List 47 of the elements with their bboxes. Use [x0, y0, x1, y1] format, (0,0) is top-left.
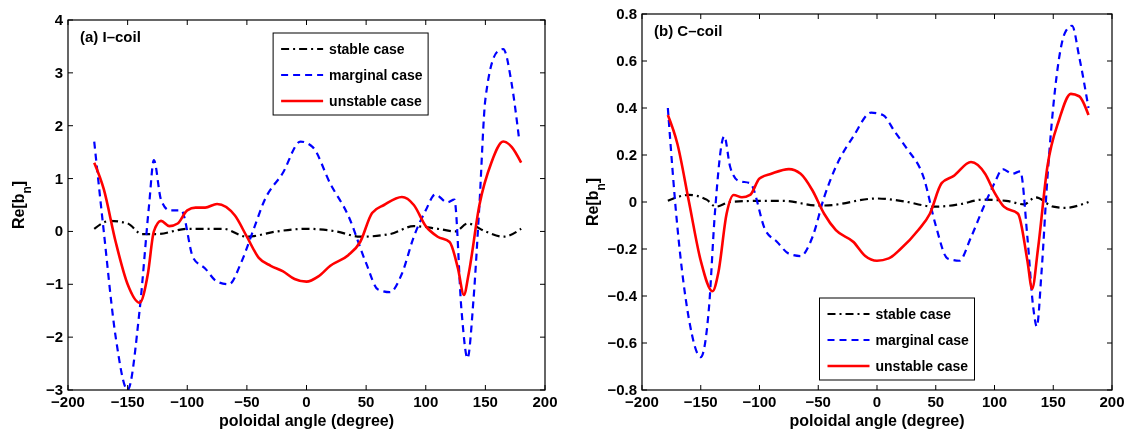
y-tick-label: −1 [45, 275, 63, 293]
line-series [666, 92, 1090, 293]
y-tick-label: 0 [628, 193, 637, 210]
x-tick-label: −100 [742, 393, 777, 410]
x-tick-label: 50 [357, 393, 375, 410]
x-tick-label: −50 [234, 393, 260, 410]
y-tick-label: −0.6 [607, 334, 637, 351]
x-tick-label: −50 [805, 393, 831, 410]
x-tick-label: 150 [472, 393, 498, 410]
text: (a) I–coil [80, 28, 141, 45]
y-tick-label: 0 [54, 222, 63, 240]
x-tick-label: 150 [1040, 393, 1066, 410]
x-tick-label: 200 [1099, 393, 1125, 410]
x-tick-label: −150 [683, 393, 718, 410]
line-series [666, 193, 1090, 209]
x-tick-label: 100 [413, 393, 439, 410]
x-tick-label: −150 [110, 393, 145, 410]
legend-label: marginal case [875, 332, 970, 348]
y-tick-label: 1 [54, 169, 63, 187]
y-tick-label: −2 [45, 328, 63, 346]
y-tick-label: 0.2 [616, 146, 637, 163]
y-tick-label: 0.8 [616, 5, 637, 22]
y-tick-label: −0.8 [607, 381, 637, 398]
y-tick-label: −0.4 [607, 287, 638, 304]
legend-label: marginal case [329, 67, 423, 83]
y-tick-label: 0.4 [616, 99, 638, 116]
text: (b) C–coil [654, 22, 723, 39]
x-tick-label: 200 [532, 393, 558, 410]
legend-label: unstable case [875, 358, 969, 374]
y-tick-label: 0.6 [616, 52, 637, 69]
line-series [93, 219, 523, 238]
y-tick-label: 3 [54, 63, 63, 81]
line-series [92, 140, 523, 305]
y-tick-label: −3 [45, 381, 63, 398]
x-tick-label: 100 [981, 393, 1008, 410]
x-tick-label: −100 [170, 393, 205, 410]
legend-label: unstable case [329, 93, 422, 109]
y-tick-label: −0.2 [607, 240, 637, 257]
y-tick-label: 4 [54, 11, 64, 28]
legend-label: stable case [875, 306, 952, 322]
x-axis-title: poloidal angle (degree) [218, 412, 395, 429]
legend-label: stable case [329, 41, 405, 57]
y-tick-label: 2 [54, 116, 63, 134]
x-tick-label: 0 [872, 393, 882, 410]
x-tick-label: 50 [927, 393, 945, 410]
x-tick-label: 0 [302, 393, 311, 410]
x-axis-title: poloidal angle (degree) [789, 412, 965, 429]
